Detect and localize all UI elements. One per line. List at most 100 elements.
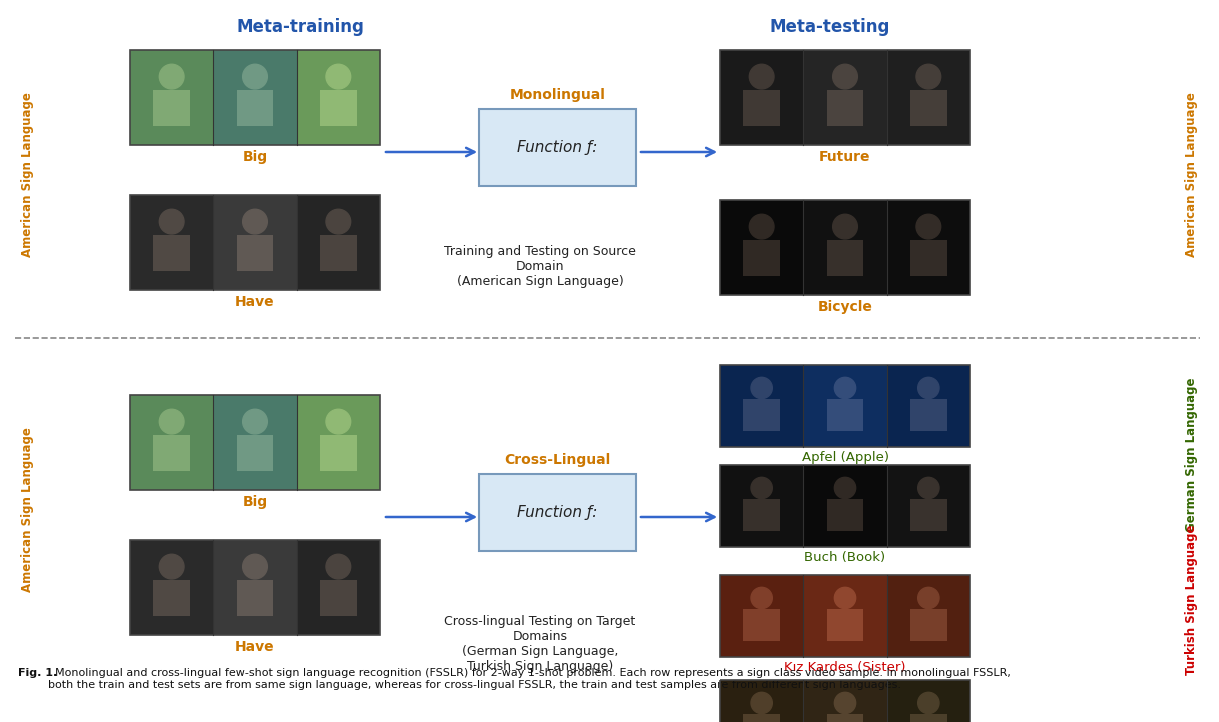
Bar xyxy=(720,365,970,447)
Bar xyxy=(911,240,947,276)
Bar xyxy=(720,200,803,295)
Text: German Sign Language: German Sign Language xyxy=(1186,378,1198,532)
Circle shape xyxy=(750,214,774,239)
Bar xyxy=(911,90,947,126)
Circle shape xyxy=(160,209,184,234)
Circle shape xyxy=(751,587,773,609)
Text: Function ƒ:: Function ƒ: xyxy=(517,505,597,520)
Text: Function ƒ:: Function ƒ: xyxy=(517,140,597,155)
Text: Have: Have xyxy=(235,640,274,654)
FancyBboxPatch shape xyxy=(479,109,636,186)
Circle shape xyxy=(243,554,267,579)
Circle shape xyxy=(915,64,941,89)
Bar xyxy=(720,575,970,657)
Circle shape xyxy=(918,477,939,499)
Bar xyxy=(744,609,780,640)
Bar xyxy=(826,90,863,126)
Bar xyxy=(130,195,213,290)
Bar xyxy=(236,435,273,471)
Bar xyxy=(744,240,780,276)
Text: Turkish Sign Language: Turkish Sign Language xyxy=(1186,525,1198,675)
Circle shape xyxy=(325,409,351,434)
Text: Apfel (Apple): Apfel (Apple) xyxy=(802,451,889,464)
Circle shape xyxy=(160,64,184,89)
Bar xyxy=(296,50,380,145)
Bar xyxy=(154,235,190,271)
Bar xyxy=(911,609,947,640)
Text: Kız Kardes (Sister): Kız Kardes (Sister) xyxy=(784,661,906,674)
Circle shape xyxy=(918,692,939,713)
Bar xyxy=(744,500,780,531)
Circle shape xyxy=(750,64,774,89)
Bar xyxy=(321,90,357,126)
Circle shape xyxy=(918,587,939,609)
Bar xyxy=(803,680,886,722)
Bar xyxy=(744,90,780,126)
Bar xyxy=(826,609,863,640)
Bar xyxy=(886,680,970,722)
Circle shape xyxy=(325,554,351,579)
Bar xyxy=(803,575,886,657)
Bar xyxy=(296,395,380,490)
Text: Monolingual: Monolingual xyxy=(510,88,606,102)
Circle shape xyxy=(751,477,773,499)
Bar xyxy=(803,365,886,447)
Bar xyxy=(886,50,970,145)
Bar xyxy=(744,715,780,722)
Circle shape xyxy=(834,477,856,499)
Text: American Sign Language: American Sign Language xyxy=(22,92,34,258)
Bar xyxy=(321,580,357,616)
Bar xyxy=(154,435,190,471)
Bar xyxy=(720,50,970,145)
Bar xyxy=(720,365,803,447)
Bar xyxy=(886,465,970,547)
Bar xyxy=(886,575,970,657)
Circle shape xyxy=(243,409,267,434)
Bar xyxy=(720,680,803,722)
Bar xyxy=(130,50,380,145)
Bar xyxy=(213,195,296,290)
Bar xyxy=(154,580,190,616)
Bar xyxy=(886,200,970,295)
Text: American Sign Language: American Sign Language xyxy=(22,427,34,593)
Bar xyxy=(826,399,863,430)
Circle shape xyxy=(751,378,773,399)
Bar xyxy=(803,50,886,145)
Bar xyxy=(321,435,357,471)
Text: Training and Testing on Source
Domain
(American Sign Language): Training and Testing on Source Domain (A… xyxy=(444,245,636,288)
Text: Big: Big xyxy=(243,150,267,164)
Bar xyxy=(213,395,296,490)
Bar xyxy=(720,50,803,145)
Bar xyxy=(720,200,970,295)
Bar xyxy=(154,90,190,126)
Bar xyxy=(803,465,886,547)
Bar xyxy=(130,50,213,145)
Circle shape xyxy=(160,554,184,579)
Circle shape xyxy=(833,214,857,239)
Bar xyxy=(236,580,273,616)
Bar xyxy=(236,90,273,126)
Bar xyxy=(130,540,213,635)
Bar xyxy=(826,715,863,722)
Circle shape xyxy=(834,587,856,609)
Circle shape xyxy=(243,64,267,89)
Text: Future: Future xyxy=(819,150,870,164)
Bar xyxy=(720,465,803,547)
Bar xyxy=(720,680,970,722)
FancyBboxPatch shape xyxy=(479,474,636,551)
Circle shape xyxy=(918,378,939,399)
Bar xyxy=(911,399,947,430)
Text: Meta-testing: Meta-testing xyxy=(770,18,890,36)
Bar xyxy=(130,395,213,490)
Circle shape xyxy=(243,209,267,234)
Circle shape xyxy=(834,378,856,399)
Circle shape xyxy=(325,209,351,234)
Bar xyxy=(296,540,380,635)
Bar xyxy=(130,195,380,290)
Bar xyxy=(803,200,886,295)
Text: Fig. 1.: Fig. 1. xyxy=(18,668,57,678)
Text: Cross-lingual Testing on Target
Domains
(German Sign Language,
Turkish Sign Lang: Cross-lingual Testing on Target Domains … xyxy=(445,615,635,673)
Bar xyxy=(826,240,863,276)
Circle shape xyxy=(160,409,184,434)
Text: Bicycle: Bicycle xyxy=(818,300,873,314)
